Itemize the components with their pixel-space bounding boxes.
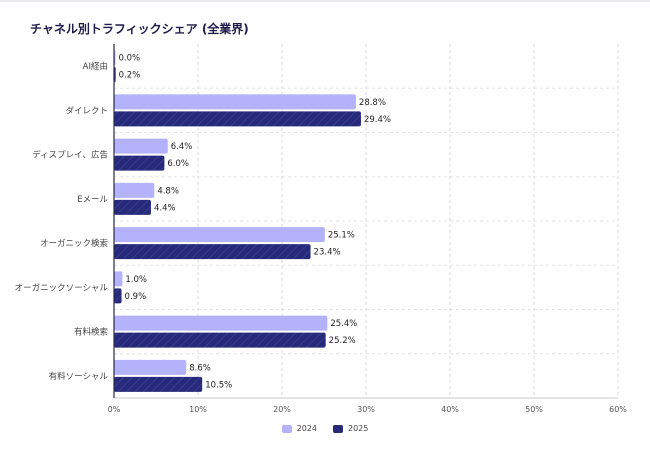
legend: 2024 2025 [0,424,650,433]
value-label-2024: 4.8% [157,186,179,196]
x-tick-label: 50% [525,405,543,414]
bar-2024 [114,271,123,287]
value-label-2024: 25.4% [330,319,357,329]
value-label-2024: 28.8% [359,98,386,108]
chart-title: チャネル別トラフィックシェア (全業界) [30,22,249,36]
value-label-2025: 10.5% [205,380,232,390]
category-label: ディスプレイ、広告 [32,150,108,161]
bar-2024 [114,94,356,110]
bar-2024 [114,182,155,198]
legend-item-2025[interactable]: 2025 [333,424,368,433]
category-label: オーガニックソーシャル [15,282,109,293]
bar-2025 [114,288,122,304]
x-tick-label: 60% [609,405,627,414]
category-label: オーガニック検索 [40,238,108,249]
bar-2024 [114,227,325,243]
value-label-2025: 4.4% [154,203,176,213]
bar-2024 [114,315,328,331]
legend-swatch-2025 [333,424,343,433]
value-label-2024: 0.0% [119,54,141,64]
bar-2025 [114,244,311,260]
category-label: 有料検索 [74,327,108,338]
bar-2025 [114,199,151,215]
x-tick-label: 20% [273,405,291,414]
value-label-2025: 0.2% [119,71,141,81]
value-label-2025: 25.2% [329,336,356,346]
bar-2024 [114,138,168,154]
category-label: Eメール [77,195,108,205]
value-label-2024: 8.6% [189,363,211,373]
category-label: ダイレクト [65,105,108,116]
bar-2025 [114,332,326,348]
legend-label-2024: 2024 [296,424,317,433]
bar-2024 [114,359,187,375]
value-label-2024: 25.1% [328,231,355,241]
bar-2025 [114,155,165,171]
value-label-2024: 1.0% [125,275,147,285]
legend-label-2025: 2025 [348,424,369,433]
top-divider [0,0,650,2]
x-tick-label: 0% [108,405,121,414]
x-tick-label: 10% [189,405,207,414]
value-label-2025: 0.9% [125,292,147,302]
value-label-2024: 6.4% [171,142,193,152]
category-label: 有料ソーシャル [49,371,109,382]
x-tick-label: 40% [441,405,459,414]
bar-2025 [114,111,361,127]
legend-item-2024[interactable]: 2024 [281,424,317,433]
bar-2025 [114,376,203,392]
value-label-2025: 6.0% [167,159,189,169]
legend-swatch-2024 [281,424,292,433]
value-label-2025: 23.4% [314,248,341,258]
value-label-2025: 29.4% [364,115,391,125]
x-tick-label: 30% [357,405,375,414]
category-label: AI経由 [83,61,108,72]
